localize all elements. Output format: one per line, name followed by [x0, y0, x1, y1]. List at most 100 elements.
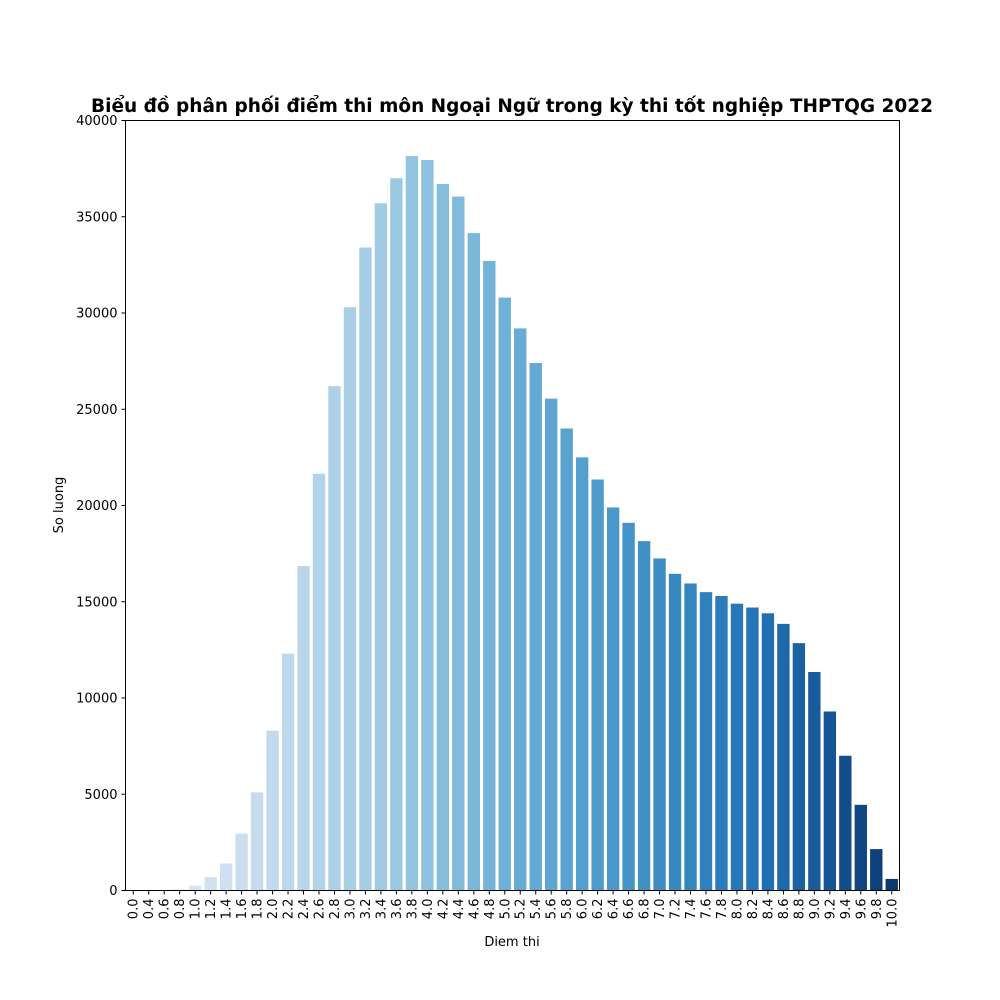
- x-tick-label: 5.0: [498, 899, 513, 920]
- x-tick-label: 1.8: [251, 899, 266, 920]
- bar-3.6: [390, 178, 403, 891]
- bar-9.4: [839, 755, 852, 891]
- bar-4.0: [421, 159, 434, 891]
- bar-6.8: [637, 541, 651, 891]
- bar-8.8: [792, 643, 806, 891]
- bar-1.6: [235, 833, 248, 891]
- bar-4.4: [452, 196, 465, 891]
- x-tick-label: 7.0: [653, 899, 668, 920]
- y-tick-label: 5000: [84, 788, 117, 803]
- x-tick-label: 0.0: [127, 899, 142, 920]
- x-tick-label: 2.8: [328, 899, 343, 920]
- x-tick-label: 1.6: [235, 899, 250, 920]
- x-tick-label: 6.6: [622, 899, 637, 920]
- x-tick-label: 9.4: [839, 899, 854, 920]
- x-tick-label: 3.4: [374, 899, 389, 920]
- bar-5.6: [545, 398, 558, 891]
- x-tick-label: 8.6: [777, 899, 792, 920]
- x-tick-label: 6.8: [638, 899, 653, 920]
- x-tick-label: 9.6: [854, 899, 869, 920]
- x-tick-label: 5.2: [514, 899, 529, 920]
- bar-7.4: [684, 583, 697, 891]
- bar-8.6: [777, 623, 790, 891]
- x-tick-label: 7.6: [700, 899, 715, 920]
- bar-9.2: [823, 711, 837, 891]
- y-axis: 0 5000 10000 15000 20000 25000 30000 35000 40000: [76, 114, 126, 899]
- bar-2.6: [312, 473, 326, 891]
- bar-9.8: [870, 849, 883, 891]
- x-tick-label: 4.0: [421, 899, 436, 920]
- bar-5.4: [529, 363, 542, 891]
- x-tick-label: 0.8: [173, 899, 188, 920]
- bar-1.2: [204, 877, 217, 891]
- x-tick-label: 7.2: [669, 899, 684, 920]
- y-tick-label: 10000: [76, 692, 117, 707]
- x-tick-label: 9.8: [870, 899, 885, 920]
- bar-1.4: [219, 863, 233, 891]
- bar-8.4: [761, 613, 775, 891]
- x-tick-label: 1.2: [204, 899, 219, 920]
- x-tick-label: 10.0: [885, 899, 900, 928]
- x-tick-label: 7.8: [715, 899, 730, 920]
- bar-3.8: [405, 156, 419, 891]
- bar-7.6: [699, 592, 713, 891]
- bar-9.0: [808, 672, 821, 891]
- x-tick-label: 1.0: [189, 899, 204, 920]
- y-tick-label: 40000: [76, 114, 117, 129]
- bar-6.6: [622, 522, 635, 891]
- x-tick-label: 2.6: [313, 899, 328, 920]
- bar-9.6: [854, 804, 867, 891]
- bar-5.0: [498, 297, 511, 891]
- x-tick-label: 3.0: [343, 899, 358, 920]
- x-tick-label: 9.0: [808, 899, 823, 920]
- y-axis-label: So luong: [52, 477, 67, 534]
- bar-4.6: [467, 233, 480, 891]
- bar-2.0: [266, 730, 279, 891]
- x-tick-label: 5.4: [529, 899, 544, 920]
- x-tick-label: 2.0: [266, 899, 281, 920]
- bar-3.4: [374, 203, 388, 891]
- x-tick-label: 5.8: [560, 899, 575, 920]
- x-tick-label: 6.4: [607, 899, 622, 920]
- x-tick-label: 3.8: [405, 899, 420, 920]
- bar-6.4: [606, 507, 620, 891]
- bar-5.8: [560, 428, 573, 891]
- x-tick-label: 8.4: [761, 899, 776, 920]
- bar-3.0: [343, 307, 357, 891]
- bar-0.8: [173, 889, 186, 891]
- bar-8.2: [746, 607, 759, 891]
- bar-4.8: [483, 261, 496, 891]
- x-tick-label: 1.4: [220, 899, 235, 920]
- x-tick-label: 4.4: [452, 899, 467, 920]
- x-tick-label: 6.2: [591, 899, 606, 920]
- bar-10.0: [885, 878, 898, 891]
- bars-group: [127, 156, 898, 891]
- x-tick-label: 3.2: [359, 899, 374, 920]
- x-tick-label: 7.4: [684, 899, 699, 920]
- x-tick-label: 8.2: [746, 899, 761, 920]
- x-tick-label: 8.0: [730, 899, 745, 920]
- x-tick-label: 8.8: [792, 899, 807, 920]
- x-tick-label: 4.8: [483, 899, 498, 920]
- bar-8.0: [730, 603, 744, 891]
- bar-1.0: [188, 885, 202, 891]
- bar-7.2: [668, 573, 682, 891]
- bar-4.2: [436, 184, 450, 891]
- x-tick-label: 4.6: [467, 899, 482, 920]
- bar-2.8: [328, 386, 341, 891]
- y-tick-label: 35000: [76, 210, 117, 225]
- x-tick-label: 3.6: [390, 899, 405, 920]
- x-axis-label: Diem thi: [484, 935, 539, 950]
- bar-6.0: [575, 457, 589, 891]
- y-tick-label: 15000: [76, 595, 117, 610]
- bar-2.4: [297, 566, 310, 891]
- x-axis: 0.0 0.4 0.6 0.8 1.0 1.2 1.4 1.6 1.8 2.0 2.2 2.4 2.6 2…: [127, 890, 900, 928]
- bar-5.2: [514, 328, 527, 891]
- y-tick-label: 0: [109, 884, 117, 899]
- x-tick-label: 2.4: [297, 899, 312, 920]
- x-tick-label: 5.6: [545, 899, 560, 920]
- x-tick-label: 9.2: [823, 899, 838, 920]
- y-tick-label: 30000: [76, 307, 117, 322]
- bar-2.2: [281, 653, 295, 891]
